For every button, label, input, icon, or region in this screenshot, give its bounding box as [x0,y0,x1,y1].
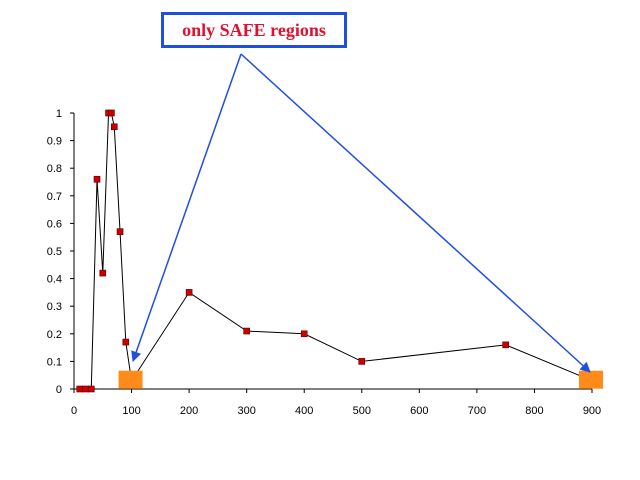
x-tick-label: 800 [525,405,543,417]
x-tick-label: 100 [122,405,140,417]
x-tick-label: 300 [237,405,255,417]
y-tick-label: 0.6 [47,218,62,230]
x-tick-label: 400 [295,405,313,417]
x-tick-label: 700 [468,405,486,417]
x-tick-label: 0 [71,405,77,417]
data-point [186,289,192,295]
data-point [503,342,509,348]
y-tick-label: 0.4 [47,274,62,286]
callout-label: only SAFE regions [182,20,326,41]
x-tick-label: 600 [410,405,428,417]
data-point [108,110,114,116]
x-tick-label: 500 [353,405,371,417]
x-tick-label: 200 [180,405,198,417]
safe-region-layer [119,371,603,389]
data-point [100,270,106,276]
annotation-arrows [133,54,590,372]
data-point [301,331,307,337]
y-tick-label: 0.5 [47,246,62,258]
data-point [117,229,123,235]
data-point [94,176,100,182]
safe-regions-callout: only SAFE regions [161,12,347,48]
data-point [77,386,83,392]
data-point [244,328,250,334]
data-point [359,358,365,364]
safe-region-marker [579,371,603,389]
y-tick-label: 0.1 [47,356,62,368]
y-tick-label: 0.9 [47,136,62,148]
safe-region-marker [119,371,143,389]
x-tick-label: 900 [583,405,601,417]
series-line [80,113,592,389]
arrow-to-left-safe-region [133,54,241,361]
data-point [88,386,94,392]
y-tick-label: 0.2 [47,329,62,341]
arrow-to-right-safe-region [241,54,590,372]
data-point [83,386,89,392]
y-tick-label: 1 [56,108,62,120]
y-tick-label: 0.7 [47,191,62,203]
data-point [111,124,117,130]
data-point [123,339,129,345]
y-tick-label: 0.8 [47,163,62,175]
series-layer [77,110,592,392]
axes [70,113,592,393]
y-tick-label: 0 [56,384,62,396]
y-tick-label: 0.3 [47,301,62,313]
